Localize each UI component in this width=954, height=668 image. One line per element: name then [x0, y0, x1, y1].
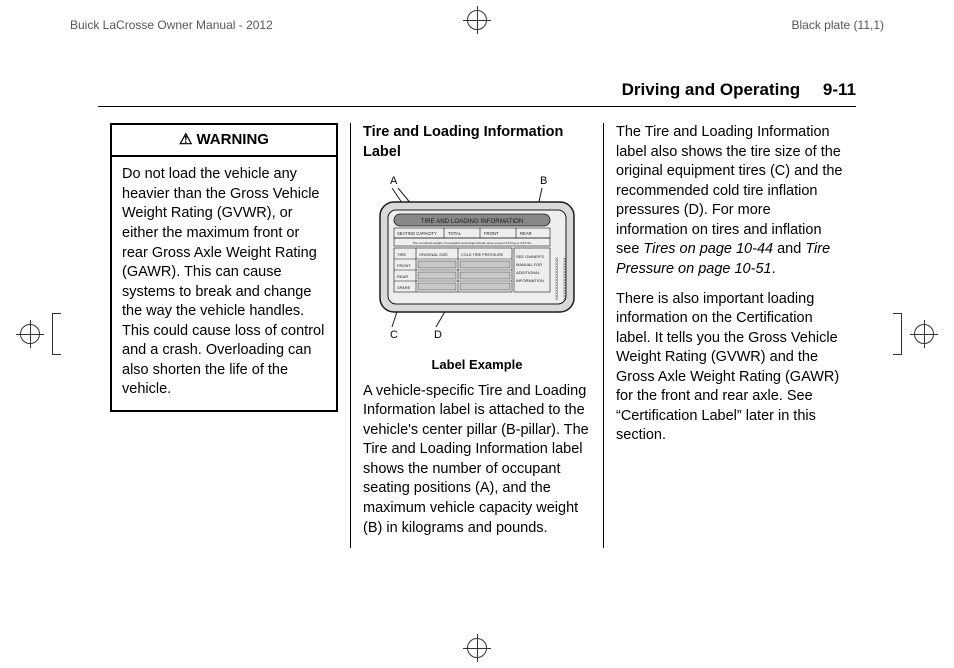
svg-text:TOTAL: TOTAL — [448, 231, 462, 236]
warning-icon: ⚠ — [179, 130, 192, 150]
tire-label-figure: A B C D TIRE AND LOADING INF — [372, 172, 582, 342]
tire-label-paragraph: A vehicle-specific Tire and Loading Info… — [363, 382, 591, 539]
callout-d: D — [434, 329, 442, 341]
tire-label-heading: Tire and Loading Information Label — [363, 123, 591, 162]
crop-bracket-right — [893, 313, 902, 355]
column-1: ⚠WARNING Do not load the vehicle any hea… — [98, 123, 350, 548]
svg-text:XXXXXXXXXXXXXXXX: XXXXXXXXXXXXXXXX — [554, 257, 559, 300]
svg-text:SEATING CAPACITY: SEATING CAPACITY — [397, 231, 437, 236]
svg-text:SPARE: SPARE — [397, 285, 411, 290]
warning-body: Do not load the vehicle any heavier than… — [112, 157, 336, 410]
svg-text:INFORMATION: INFORMATION — [516, 278, 544, 283]
crop-bracket-left — [52, 313, 61, 355]
svg-text:REAR: REAR — [397, 274, 408, 279]
print-header: Buick LaCrosse Owner Manual - 2012 Black… — [0, 18, 954, 32]
callout-b: B — [540, 175, 547, 187]
registration-mark-bottom — [463, 634, 491, 662]
column-3: The Tire and Loading Information label a… — [603, 123, 856, 548]
registration-mark-right — [910, 320, 938, 348]
registration-mark-left — [16, 320, 44, 348]
col3-para1: The Tire and Loading Information label a… — [616, 123, 844, 280]
col3-para2: There is also important loading informat… — [616, 290, 844, 447]
ref-tires: Tires on page 10-44 — [643, 241, 773, 257]
svg-text:COLD TIRE PRESSURE: COLD TIRE PRESSURE — [461, 253, 504, 257]
plate-label: Black plate (11,1) — [792, 18, 885, 32]
manual-title: Buick LaCrosse Owner Manual - 2012 — [70, 18, 273, 32]
callout-a: A — [390, 175, 398, 187]
warning-box: ⚠WARNING Do not load the vehicle any hea… — [110, 123, 338, 412]
warning-title: WARNING — [196, 131, 269, 148]
page-number: 9-11 — [823, 80, 856, 99]
svg-text:MANUAL FOR: MANUAL FOR — [516, 262, 542, 267]
svg-text:TIRE: TIRE — [397, 252, 406, 257]
svg-text:TIRE AND LOADING INFORMATION: TIRE AND LOADING INFORMATION — [421, 218, 524, 225]
svg-text:FRONT: FRONT — [397, 263, 411, 268]
svg-text:REAR: REAR — [520, 231, 532, 236]
svg-text:ORIGINAL SIZE: ORIGINAL SIZE — [419, 252, 448, 257]
svg-text:The combined weight of occupan: The combined weight of occupants and car… — [413, 241, 532, 245]
callout-c: C — [390, 329, 398, 341]
figure-caption: Label Example — [363, 356, 591, 374]
column-2: Tire and Loading Information Label A B C… — [350, 123, 603, 548]
warning-heading: ⚠WARNING — [112, 125, 336, 157]
svg-text:XXXXXXXXXXXXXXXX: XXXXXXXXXXXXXXXX — [562, 257, 567, 300]
svg-text:FRONT: FRONT — [484, 231, 499, 236]
page-header: Driving and Operating 9-11 — [98, 80, 856, 107]
svg-text:ADDITIONAL: ADDITIONAL — [516, 270, 541, 275]
svg-text:SEE OWNER'S: SEE OWNER'S — [516, 254, 544, 259]
section-title: Driving and Operating — [622, 80, 801, 99]
